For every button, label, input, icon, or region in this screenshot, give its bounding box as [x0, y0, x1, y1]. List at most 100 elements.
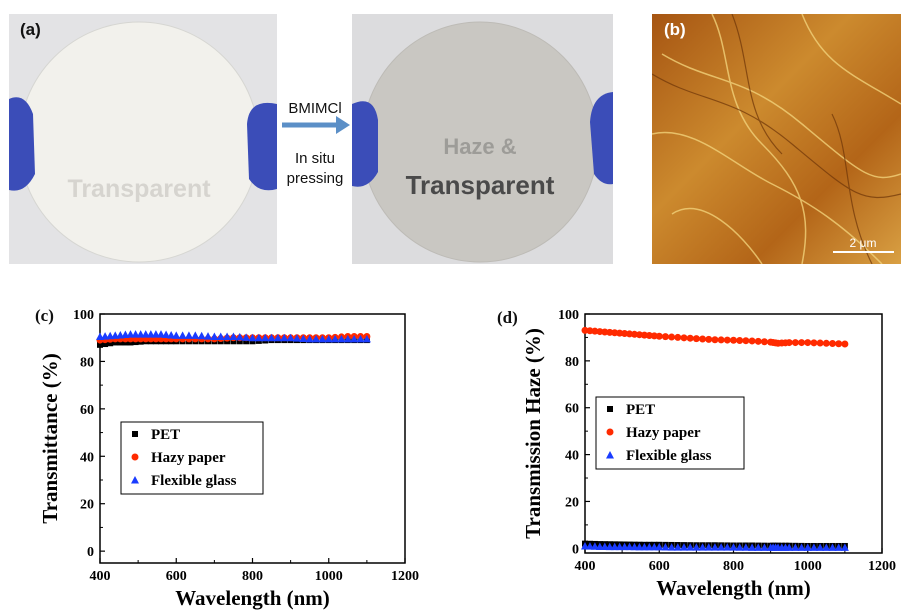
data-point — [299, 334, 308, 343]
data-point — [791, 543, 800, 551]
legend-label: Hazy paper — [151, 450, 226, 466]
data-point — [717, 336, 725, 344]
data-point — [286, 333, 295, 342]
data-point — [754, 543, 763, 551]
panel-a-label: (a) — [20, 20, 41, 39]
panel-b-label: (b) — [664, 20, 686, 39]
data-point — [704, 543, 713, 551]
data-point — [136, 330, 145, 338]
data-point — [816, 339, 824, 347]
right-glove-shape — [247, 102, 277, 191]
legend-marker — [131, 476, 139, 484]
data-point — [151, 330, 160, 338]
y-tick-label: 100 — [558, 308, 579, 323]
legend-box — [120, 421, 264, 495]
data-point — [131, 330, 140, 338]
legend: PET Hazy paper Flexible glass — [595, 396, 745, 470]
x-tick-label: 800 — [723, 559, 744, 574]
afm-texture: 2 μm — [652, 14, 901, 264]
data-point — [210, 332, 219, 341]
x-tick-label: 1200 — [391, 569, 419, 584]
data-point — [102, 341, 109, 348]
legend-marker — [606, 428, 614, 436]
data-point — [243, 338, 250, 345]
scale-bar-label: 2 μm — [850, 236, 877, 250]
data-point — [748, 337, 756, 345]
data-point — [748, 543, 757, 551]
arrow-label-in-situ: In situ — [294, 150, 336, 167]
data-point — [223, 332, 232, 341]
y-tick-label: 20 — [565, 495, 579, 510]
data-point — [305, 334, 314, 343]
data-point — [717, 543, 726, 551]
data-point — [350, 334, 359, 343]
data-point — [710, 543, 719, 551]
data-point — [686, 543, 695, 551]
y-tick-label: 40 — [80, 450, 94, 465]
data-point — [191, 331, 200, 339]
data-point — [117, 339, 124, 346]
data-point — [828, 543, 837, 551]
data-point — [107, 340, 114, 347]
data-point — [126, 330, 135, 338]
legend-label: Hazy paper — [626, 425, 701, 441]
data-point — [331, 334, 340, 343]
data-point — [809, 543, 818, 551]
data-point — [162, 330, 171, 339]
legend: PET Hazy paper Flexible glass — [120, 421, 264, 495]
data-point — [197, 331, 206, 340]
data-point — [760, 543, 769, 551]
data-point — [312, 334, 321, 343]
data-point — [267, 333, 276, 342]
data-point — [822, 543, 831, 551]
data-point — [230, 338, 237, 345]
data-point — [590, 542, 599, 550]
data-point — [735, 543, 744, 551]
data-point — [280, 333, 289, 342]
data-point — [204, 332, 213, 340]
data-point — [236, 338, 243, 345]
legend-label: PET — [151, 427, 180, 443]
data-point — [362, 334, 371, 343]
data-point — [840, 543, 849, 551]
left-glove-shape — [9, 97, 35, 191]
data-point — [141, 330, 150, 338]
series-flexible-glass — [581, 541, 849, 551]
data-point — [127, 339, 134, 346]
data-point — [343, 334, 352, 343]
data-point — [810, 339, 818, 347]
x-tick-label: 800 — [242, 569, 263, 584]
data-point — [667, 543, 676, 551]
transmittance-chart: 400 600 800 1000 1200 0 20 40 60 80 100 Wavelength … — [38, 308, 419, 610]
data-point — [248, 333, 257, 342]
data-point — [356, 334, 365, 343]
data-point — [692, 335, 700, 343]
data-point — [97, 341, 103, 348]
legend-marker — [607, 406, 613, 412]
data-point — [655, 542, 664, 551]
x-tick-label: 600 — [649, 559, 670, 574]
x-axis-label: Wavelength (nm) — [656, 576, 811, 600]
data-point — [184, 331, 193, 339]
transparent-paper-photo: Transparent — [9, 14, 277, 264]
data-point — [729, 543, 738, 551]
data-point — [705, 335, 713, 343]
data-point — [680, 334, 688, 342]
data-point — [760, 338, 768, 346]
x-tick-label: 400 — [90, 569, 111, 584]
data-point — [673, 543, 682, 551]
panel-d-label: (d) — [497, 308, 518, 327]
haze-text: Haze & — [443, 134, 516, 159]
data-point — [668, 333, 676, 341]
y-tick-label: 0 — [572, 542, 579, 557]
data-point — [834, 543, 843, 551]
data-point — [157, 330, 165, 338]
left-glove-shape-2 — [352, 101, 378, 187]
data-point — [261, 333, 270, 342]
data-point — [680, 543, 688, 551]
data-point — [723, 336, 731, 344]
process-arrow-icon — [282, 116, 350, 134]
legend-box — [595, 396, 745, 470]
y-tick-label: 60 — [80, 403, 94, 418]
data-point — [804, 339, 812, 347]
